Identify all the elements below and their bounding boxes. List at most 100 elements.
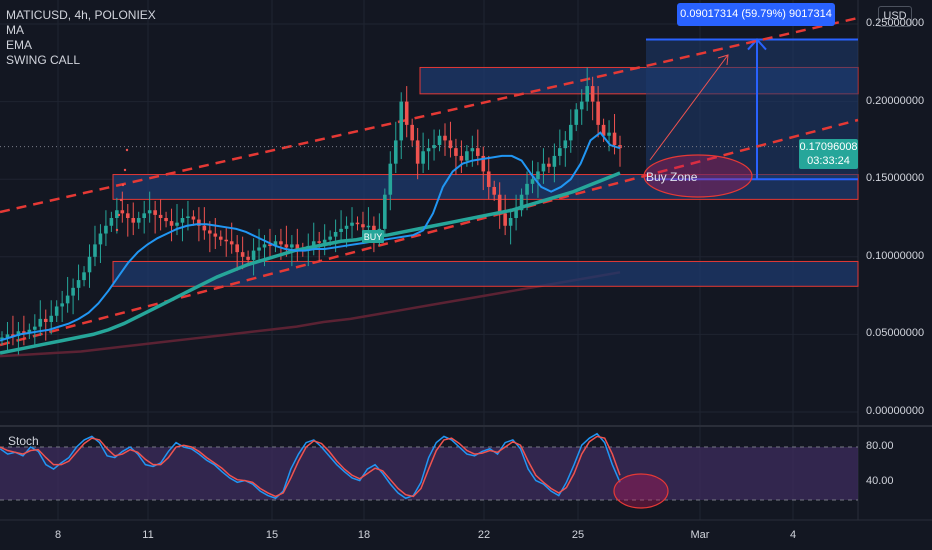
candle-body xyxy=(136,218,141,223)
candle-body xyxy=(104,225,108,234)
candle-body xyxy=(65,295,70,304)
candle-body xyxy=(38,318,43,327)
candle-body xyxy=(459,155,464,161)
currency-button[interactable]: USD xyxy=(878,6,912,27)
candle-body xyxy=(71,287,75,296)
candle-body xyxy=(497,194,502,214)
stoch-line-d xyxy=(0,435,621,498)
candle-body xyxy=(574,109,579,125)
candle-body xyxy=(322,239,327,243)
buy-badge-text: BUY xyxy=(364,232,383,242)
stoch-title[interactable]: Stoch xyxy=(8,434,39,448)
candle-body xyxy=(191,216,196,220)
candle-body xyxy=(60,303,64,307)
candle-body xyxy=(339,228,343,232)
candle-body xyxy=(563,140,568,149)
stoch-tick-label: 40.00 xyxy=(866,475,894,488)
candle-body xyxy=(164,218,168,222)
candle-body xyxy=(251,250,256,260)
y-tick-label: 0.25000000 xyxy=(866,17,925,29)
target-arrow-head xyxy=(717,54,729,66)
candle-body xyxy=(426,148,431,152)
candle-body xyxy=(27,329,32,333)
candle-body xyxy=(541,163,546,172)
candle-body xyxy=(115,210,119,218)
y-tick-label: 0.10000000 xyxy=(866,249,925,262)
candle-body xyxy=(421,151,425,164)
x-tick-label: 11 xyxy=(142,529,154,541)
indicator-ma[interactable]: MA xyxy=(6,23,24,37)
indicator-ema[interactable]: EMA xyxy=(6,38,33,52)
candle-body xyxy=(361,224,365,228)
y-tick-label: 0.00000000 xyxy=(866,405,925,417)
buy-badge xyxy=(362,230,384,243)
candle-body xyxy=(328,236,332,240)
candle-body xyxy=(0,337,4,340)
candle-body xyxy=(175,222,179,226)
candle-body xyxy=(5,334,10,338)
candle-body xyxy=(273,241,278,246)
chart-legend: MATICUSD, 4h, POLONIEX MA EMA SWING CALL xyxy=(6,8,156,68)
candle-body xyxy=(383,194,387,229)
candle-body xyxy=(612,132,617,146)
symbol-title[interactable]: MATICUSD, 4h, POLONIEX xyxy=(6,8,156,22)
candle-body xyxy=(16,331,21,336)
candle-body xyxy=(393,140,398,164)
stoch-line-k xyxy=(0,432,621,500)
x-tick-label: 8 xyxy=(54,529,62,541)
candle-body xyxy=(147,210,152,214)
candles-group xyxy=(0,67,622,355)
candle-body xyxy=(366,225,371,228)
candle-body xyxy=(284,244,289,248)
swing-dot xyxy=(119,198,123,202)
y-tick-label: 0.05000000 xyxy=(866,327,925,340)
candle-body xyxy=(404,101,409,125)
channel-lower xyxy=(0,118,859,347)
candle-body xyxy=(317,241,322,243)
candle-body xyxy=(486,171,491,187)
candle-body xyxy=(33,326,37,330)
candle-body xyxy=(224,239,229,242)
candle-body xyxy=(579,101,584,110)
candle-body xyxy=(218,236,223,240)
candle-body xyxy=(98,233,103,245)
candle-body xyxy=(153,210,157,215)
candle-body xyxy=(208,230,212,234)
candle-body xyxy=(246,256,250,260)
candle-body xyxy=(311,241,316,246)
candle-body xyxy=(481,155,486,172)
candle-body xyxy=(601,124,606,136)
swing-dot xyxy=(117,213,121,217)
candle-body xyxy=(120,210,125,214)
channel-upper xyxy=(0,16,859,214)
slow-ma-path xyxy=(0,271,621,358)
candle-body xyxy=(536,171,540,180)
buy-zone-ellipse xyxy=(643,154,753,198)
candle-body xyxy=(235,244,239,253)
ema-path xyxy=(0,171,621,355)
candle-body xyxy=(547,163,551,167)
candle-body xyxy=(454,148,458,156)
swing-dot xyxy=(115,228,119,232)
x-tick-label: Mar xyxy=(690,529,710,541)
slow-ma-line xyxy=(0,271,621,358)
candle-body xyxy=(443,135,447,141)
stoch-band xyxy=(0,447,858,500)
candle-body xyxy=(514,210,518,218)
x-tick-label: 22 xyxy=(477,529,491,541)
candle-body xyxy=(109,218,114,226)
indicator-swing-call[interactable]: SWING CALL xyxy=(6,53,81,67)
candle-body xyxy=(355,222,360,225)
bar-countdown: 03:33:24 xyxy=(807,155,850,167)
y-tick-label: 0.15000000 xyxy=(866,172,925,185)
candle-body xyxy=(76,280,81,288)
candle-body xyxy=(525,183,529,195)
candle-body xyxy=(503,213,507,226)
candle-body xyxy=(568,124,573,141)
candle-body xyxy=(492,186,497,195)
candle-body xyxy=(240,252,245,257)
ma-path xyxy=(0,131,621,342)
candle-body xyxy=(590,86,595,102)
candle-body xyxy=(399,101,404,141)
